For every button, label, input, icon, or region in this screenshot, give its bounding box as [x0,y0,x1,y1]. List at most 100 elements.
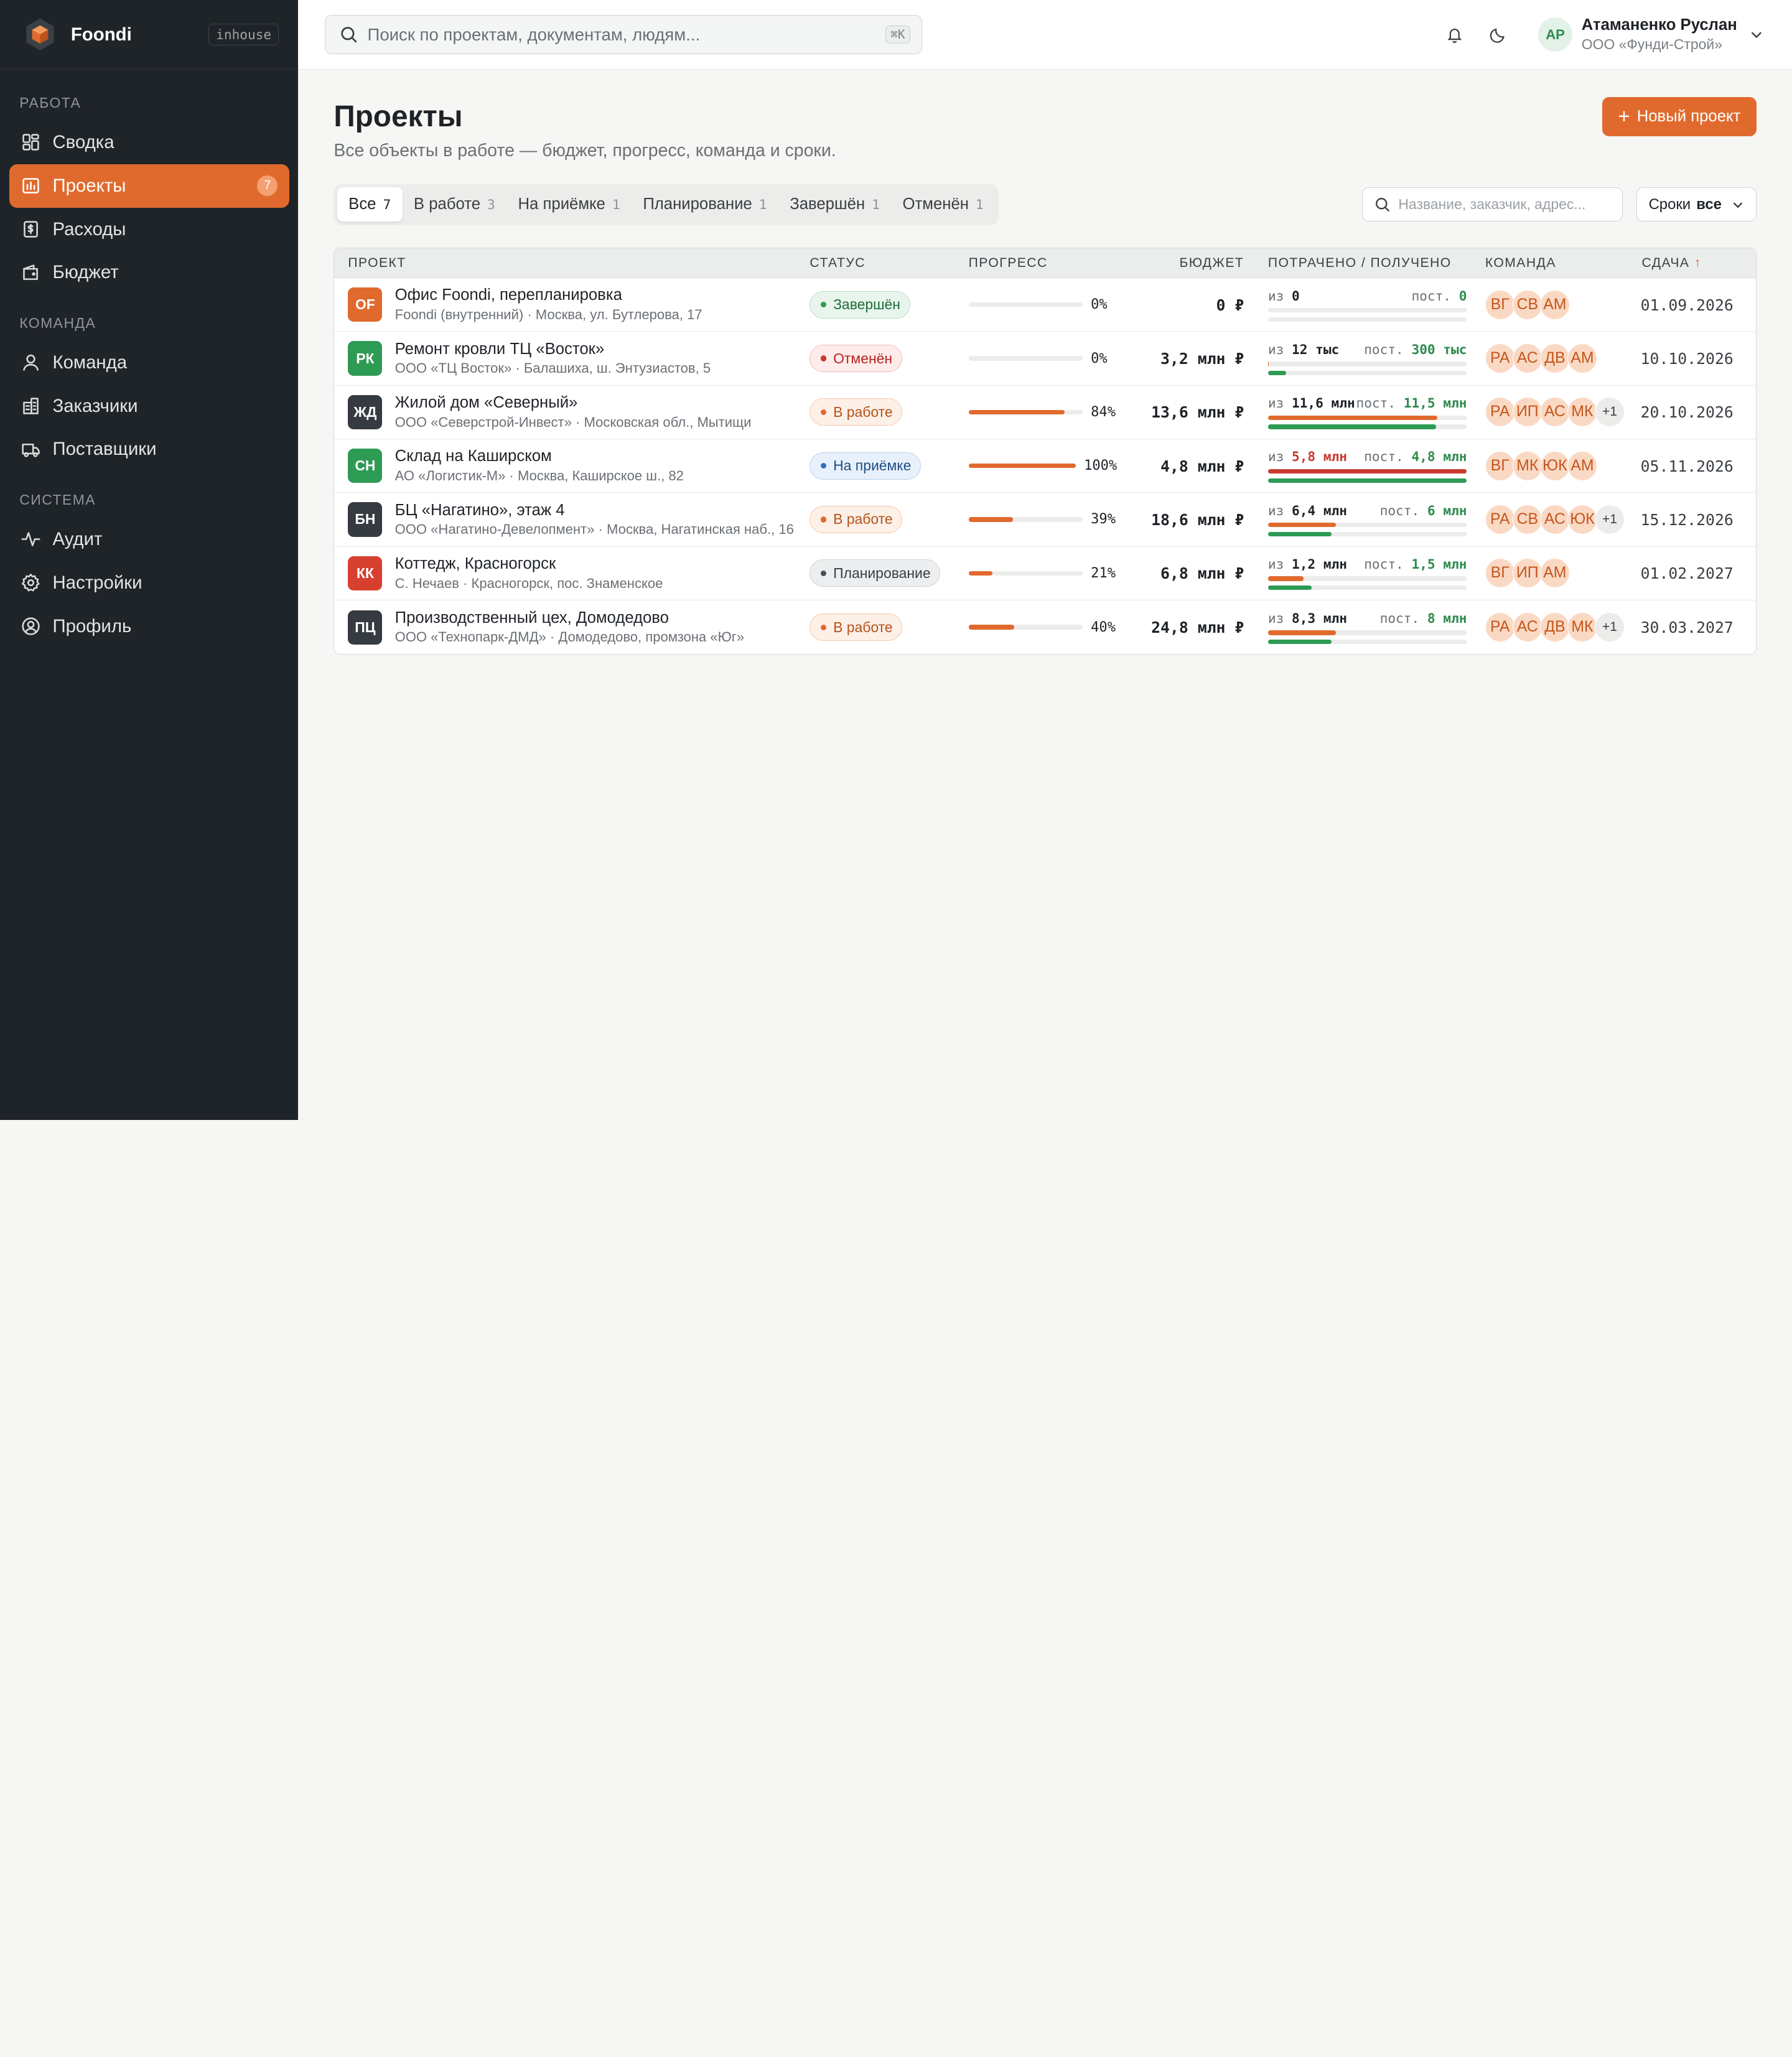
team-avatar[interactable]: СВ [1512,505,1542,534]
team-avatar[interactable]: АС [1512,612,1542,642]
status-badge: Отменён [810,345,902,373]
col-progress[interactable]: ПРОГРЕСС [968,255,1048,270]
team-avatar[interactable]: ВГ [1485,289,1515,320]
project-search-input[interactable] [1398,196,1611,213]
project-name[interactable]: Офис Foondi, перепланировка [394,286,622,304]
project-search[interactable] [1362,187,1623,222]
project-name[interactable]: Жилой дом «Северный» [394,394,578,412]
progress-value: 0% [1091,297,1108,313]
received-value: 6 млн [1427,502,1467,518]
table-row[interactable]: OF Офис Foondi, перепланировка Foondi (в… [334,278,1756,332]
team-avatar[interactable]: РА [1485,612,1515,642]
table-row[interactable]: РК Ремонт кровли ТЦ «Восток» ООО «ТЦ Вос… [334,332,1756,386]
status-tab[interactable]: На приёмке 1 [506,187,632,222]
new-project-button[interactable]: + Новый проект [1602,97,1757,136]
team-avatar[interactable]: МК [1567,612,1597,642]
status-label: В работе [833,618,893,635]
table-row[interactable]: ПЦ Производственный цех, Домодедово ООО … [334,600,1756,654]
table-row[interactable]: БН БЦ «Нагатино», этаж 4 ООО «Нагатино-Д… [334,493,1756,547]
notifications-button[interactable] [1442,22,1467,47]
team-avatar[interactable]: ИП [1512,558,1542,589]
team-avatar[interactable]: ДВ [1539,343,1570,373]
table-row[interactable]: КК Коттедж, Красногорск С. Нечаев · Крас… [334,547,1756,600]
team-avatar[interactable]: АС [1539,397,1570,427]
deadline-date: 15.12.2026 [1640,510,1734,529]
status-tab[interactable]: Отменён 1 [891,187,995,222]
sidebar-item-label: Заказчики [52,395,138,416]
team-more[interactable]: +1 [1595,397,1625,427]
table-row[interactable]: ЖД Жилой дом «Северный» ООО «Северстрой-… [334,386,1756,440]
col-budget[interactable]: БЮДЖЕТ [1179,255,1244,270]
sidebar-item[interactable]: Команда [9,341,289,385]
table-row[interactable]: СН Склад на Каширском АО «Логистик-М» · … [334,439,1756,493]
team-avatar[interactable]: АМ [1567,343,1597,373]
sidebar-item[interactable]: Расходы [9,208,289,251]
theme-toggle-button[interactable] [1486,22,1511,47]
status-dot [820,302,827,308]
received-value: 1,5 млн [1411,556,1467,572]
deadline-filter[interactable]: Сроки все [1636,187,1757,222]
team-avatar[interactable]: ДВ [1539,612,1570,642]
sidebar-item[interactable]: Поставщики [9,428,289,472]
project-name[interactable]: Ремонт кровли ТЦ «Восток» [394,340,605,358]
team-avatar[interactable]: ИП [1512,397,1542,427]
status-tab[interactable]: Планирование 1 [632,187,778,222]
received-bar [1267,370,1467,376]
sidebar-item[interactable]: Профиль [9,605,289,648]
project-name[interactable]: Производственный цех, Домодедово [394,609,669,627]
sidebar-item[interactable]: Бюджет [9,251,289,294]
project-name[interactable]: Склад на Каширском [394,447,552,465]
received-fill [1267,370,1286,376]
team-avatar[interactable]: ЮК [1539,450,1570,481]
team-avatar[interactable]: РА [1485,397,1515,427]
status-tab[interactable]: Завершён 1 [778,187,891,222]
received-fill [1267,424,1436,429]
team-avatar[interactable]: СВ [1512,289,1542,320]
col-project[interactable]: ПРОЕКТ [348,255,406,270]
sidebar-item[interactable]: Заказчики [9,385,289,428]
team-avatar[interactable]: РА [1485,505,1515,534]
user-menu[interactable]: АР Атаманенко Руслан ООО «Фунди-Строй» [1538,16,1765,54]
team-avatar[interactable]: ЮК [1567,505,1597,534]
team-avatar[interactable]: МК [1567,397,1597,427]
team-avatar[interactable]: МК [1512,450,1542,481]
team-avatar[interactable]: АМ [1539,558,1570,589]
brand-tag: inhouse [208,24,279,45]
spent-bar [1267,469,1467,474]
spent-bar [1267,576,1467,581]
team-more[interactable]: +1 [1595,505,1625,534]
team-avatar[interactable]: ВГ [1485,558,1515,589]
col-team[interactable]: КОМАНДА [1485,255,1556,270]
col-deadline[interactable]: СДАЧА ↑ [1641,256,1756,271]
team-avatar[interactable]: РА [1485,343,1515,373]
team-avatars: ВГ ИП АМ [1485,558,1641,589]
team-avatar[interactable]: АС [1539,505,1570,534]
tab-label: В работе [413,195,481,213]
col-status[interactable]: СТАТУС [810,255,866,270]
team-avatar[interactable]: ВГ [1485,450,1515,481]
sidebar-item[interactable]: Аудит [9,518,289,561]
team-more[interactable]: +1 [1595,612,1625,642]
received-bar [1267,585,1467,590]
spent-fill [1267,415,1437,420]
sidebar-item[interactable]: Сводка [9,121,289,164]
status-tab[interactable]: В работе 3 [403,187,507,222]
project-name[interactable]: Коттедж, Красногорск [394,554,556,572]
user-avatar: АР [1538,17,1573,52]
count-badge: 7 [257,175,278,197]
global-search-input[interactable] [367,24,885,45]
status-tab[interactable]: Все 7 [337,187,403,222]
sidebar-item[interactable]: Проекты 7 [9,164,289,208]
global-search[interactable]: ⌘K [324,15,923,54]
status-label: Планирование [833,564,931,581]
tab-label: На приёмке [518,195,605,213]
received-fill [1267,585,1312,590]
col-spent[interactable]: ПОТРАЧЕНО / ПОЛУЧЕНО [1267,255,1452,270]
team-avatar[interactable]: АС [1512,343,1542,373]
received-fill [1267,478,1467,483]
sidebar-item[interactable]: Настройки [9,561,289,605]
team-avatar[interactable]: АМ [1539,289,1570,320]
project-name[interactable]: БЦ «Нагатино», этаж 4 [394,501,565,519]
received-bar [1267,424,1467,429]
team-avatar[interactable]: АМ [1567,450,1597,481]
